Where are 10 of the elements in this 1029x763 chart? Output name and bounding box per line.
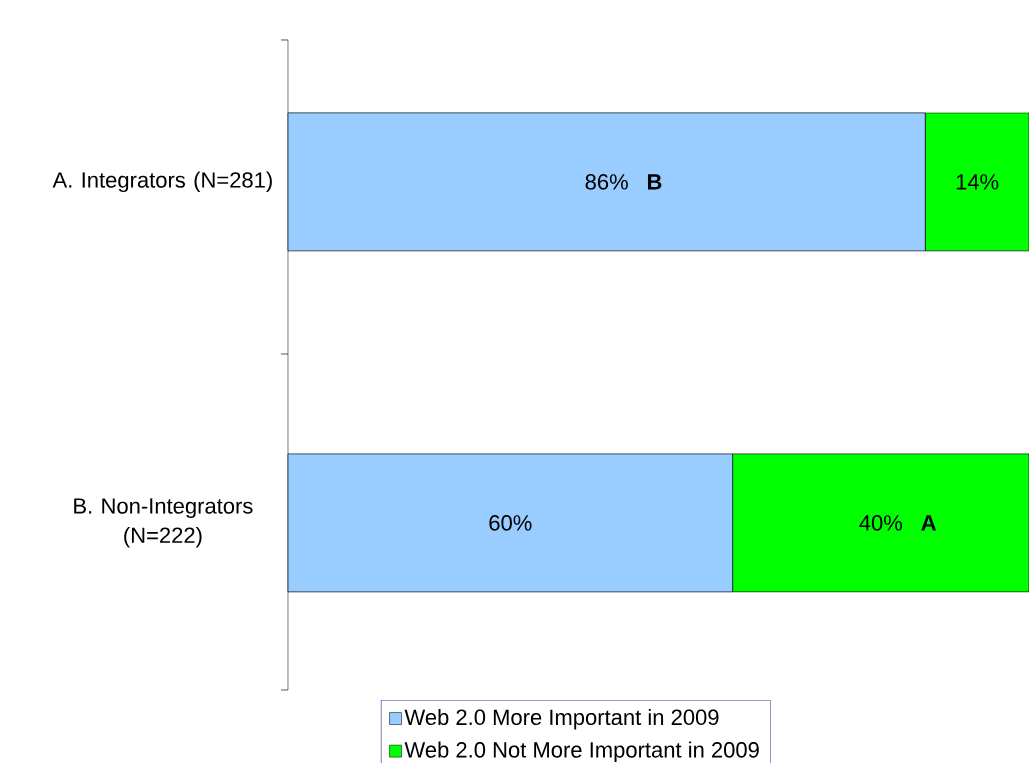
legend-label: Web 2.0 More Important in 2009 — [404, 708, 719, 730]
annotation: B — [647, 174, 662, 190]
y-tick-label: A. Integrators (N=281) — [52, 171, 272, 193]
data-label: 60% — [489, 515, 532, 531]
legend-label: Web 2.0 Not More Important in 2009 — [404, 741, 759, 763]
data-label: 14% — [956, 174, 999, 190]
data-label: 40% — [859, 515, 903, 531]
data-label: 86% — [585, 174, 628, 190]
y-tick-label: B. Non-Integrators (N=222) — [74, 498, 253, 548]
annotation: A — [921, 515, 936, 531]
